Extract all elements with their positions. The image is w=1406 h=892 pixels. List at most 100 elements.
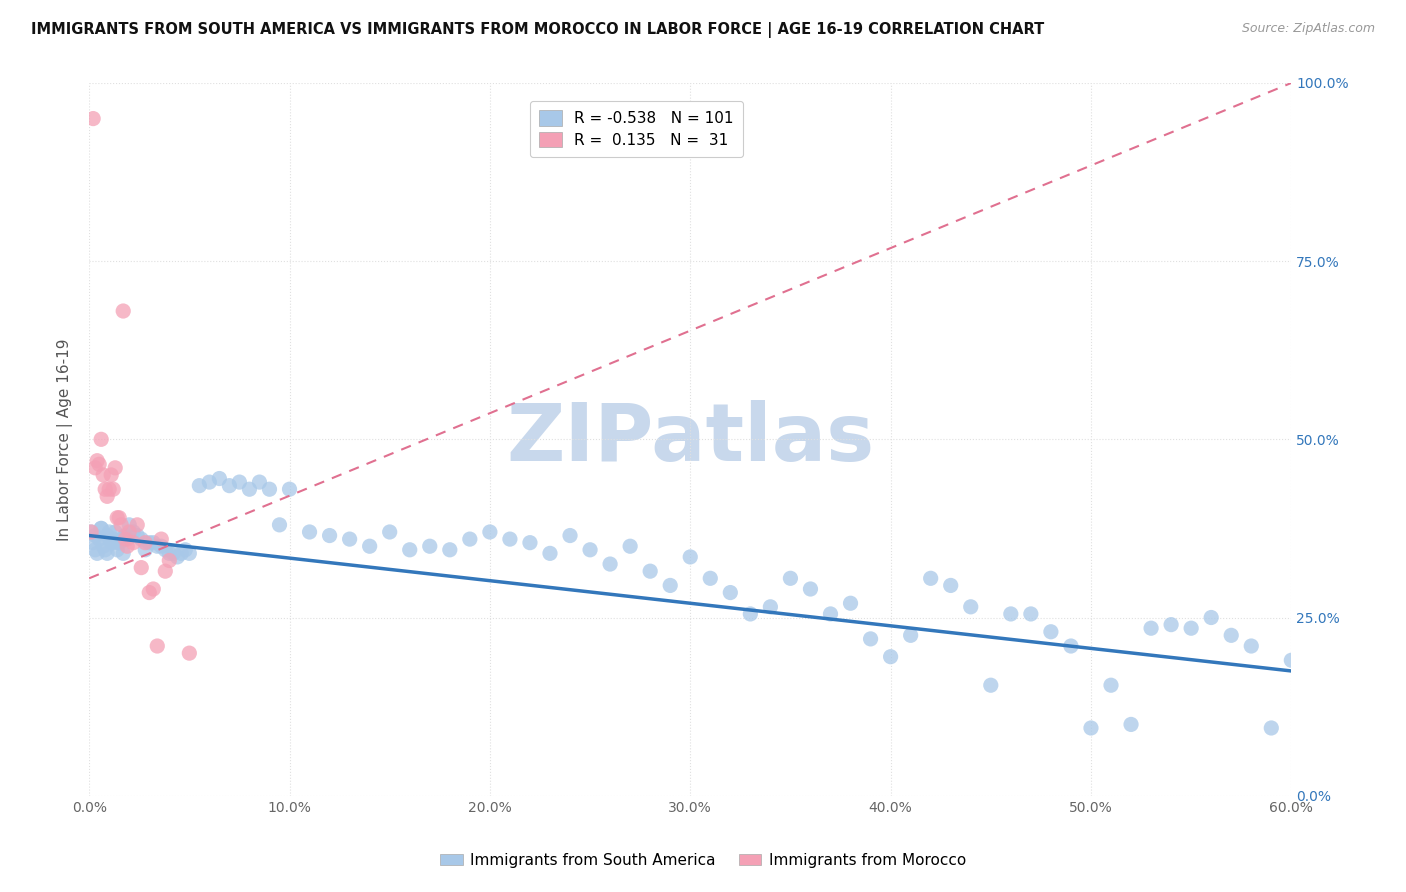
Point bbox=[259, 482, 281, 496]
Point bbox=[91, 539, 114, 553]
Point bbox=[103, 535, 125, 549]
Point bbox=[96, 546, 118, 560]
Point bbox=[499, 532, 522, 546]
Point bbox=[90, 521, 112, 535]
Point bbox=[138, 535, 160, 549]
Point bbox=[619, 539, 641, 553]
Point bbox=[208, 471, 231, 485]
Point bbox=[238, 482, 260, 496]
Point bbox=[155, 542, 177, 557]
Legend: Immigrants from South America, Immigrants from Morocco: Immigrants from South America, Immigrant… bbox=[433, 847, 973, 873]
Point bbox=[339, 532, 361, 546]
Point bbox=[558, 528, 581, 542]
Point bbox=[269, 517, 291, 532]
Point bbox=[859, 632, 882, 646]
Point bbox=[198, 475, 221, 489]
Point bbox=[398, 542, 420, 557]
Point bbox=[142, 535, 165, 549]
Point bbox=[91, 467, 114, 482]
Point bbox=[115, 532, 138, 546]
Point bbox=[1279, 653, 1302, 667]
Point bbox=[104, 460, 127, 475]
Point bbox=[80, 524, 103, 539]
Point bbox=[478, 524, 501, 539]
Point bbox=[129, 560, 152, 574]
Text: ZIPatlas: ZIPatlas bbox=[506, 401, 875, 478]
Point bbox=[1140, 621, 1163, 635]
Point bbox=[80, 524, 103, 539]
Point bbox=[155, 564, 177, 578]
Point bbox=[166, 549, 188, 564]
Point bbox=[98, 524, 121, 539]
Point bbox=[799, 582, 821, 596]
Text: Source: ZipAtlas.com: Source: ZipAtlas.com bbox=[1241, 22, 1375, 36]
Point bbox=[1060, 639, 1083, 653]
Text: IMMIGRANTS FROM SOUTH AMERICA VS IMMIGRANTS FROM MOROCCO IN LABOR FORCE | AGE 16: IMMIGRANTS FROM SOUTH AMERICA VS IMMIGRA… bbox=[31, 22, 1045, 38]
Point bbox=[114, 532, 136, 546]
Point bbox=[839, 596, 862, 610]
Point bbox=[138, 585, 160, 599]
Point bbox=[759, 599, 782, 614]
Point bbox=[90, 433, 112, 447]
Point bbox=[174, 542, 197, 557]
Point bbox=[278, 482, 301, 496]
Point bbox=[378, 524, 401, 539]
Point bbox=[84, 528, 107, 542]
Point bbox=[127, 517, 149, 532]
Point bbox=[579, 542, 602, 557]
Point bbox=[89, 457, 111, 471]
Point bbox=[86, 546, 108, 560]
Y-axis label: In Labor Force | Age 16-19: In Labor Force | Age 16-19 bbox=[58, 338, 73, 541]
Point bbox=[980, 678, 1002, 692]
Point bbox=[779, 571, 801, 585]
Point bbox=[1240, 639, 1263, 653]
Point bbox=[1099, 678, 1122, 692]
Point bbox=[1000, 607, 1022, 621]
Point bbox=[1220, 628, 1243, 642]
Point bbox=[104, 524, 127, 539]
Point bbox=[920, 571, 942, 585]
Point bbox=[1019, 607, 1042, 621]
Point bbox=[519, 535, 541, 549]
Point bbox=[105, 542, 128, 557]
Point bbox=[98, 482, 121, 496]
Point bbox=[419, 539, 441, 553]
Point bbox=[84, 460, 107, 475]
Point bbox=[1199, 610, 1222, 624]
Point bbox=[127, 528, 149, 542]
Point bbox=[100, 535, 122, 549]
Point bbox=[112, 546, 135, 560]
Point bbox=[82, 112, 104, 126]
Point bbox=[939, 578, 962, 592]
Point bbox=[108, 535, 131, 549]
Point bbox=[218, 478, 240, 492]
Legend: R = -0.538   N = 101, R =  0.135   N =  31: R = -0.538 N = 101, R = 0.135 N = 31 bbox=[530, 102, 742, 157]
Point bbox=[179, 646, 201, 660]
Point bbox=[179, 546, 201, 560]
Point bbox=[538, 546, 561, 560]
Point bbox=[1160, 617, 1182, 632]
Point bbox=[84, 542, 107, 557]
Point bbox=[100, 467, 122, 482]
Point bbox=[638, 564, 661, 578]
Point bbox=[298, 524, 321, 539]
Point bbox=[718, 585, 741, 599]
Point bbox=[114, 532, 136, 546]
Point bbox=[146, 539, 169, 553]
Point bbox=[118, 517, 141, 532]
Point bbox=[110, 532, 132, 546]
Point bbox=[879, 649, 901, 664]
Point bbox=[115, 539, 138, 553]
Point bbox=[110, 517, 132, 532]
Point bbox=[150, 539, 173, 553]
Point bbox=[188, 478, 211, 492]
Point bbox=[679, 549, 702, 564]
Point bbox=[699, 571, 721, 585]
Point bbox=[318, 528, 340, 542]
Point bbox=[108, 535, 131, 549]
Point bbox=[820, 607, 842, 621]
Point bbox=[146, 639, 169, 653]
Point bbox=[105, 510, 128, 524]
Point bbox=[134, 542, 156, 557]
Point bbox=[82, 535, 104, 549]
